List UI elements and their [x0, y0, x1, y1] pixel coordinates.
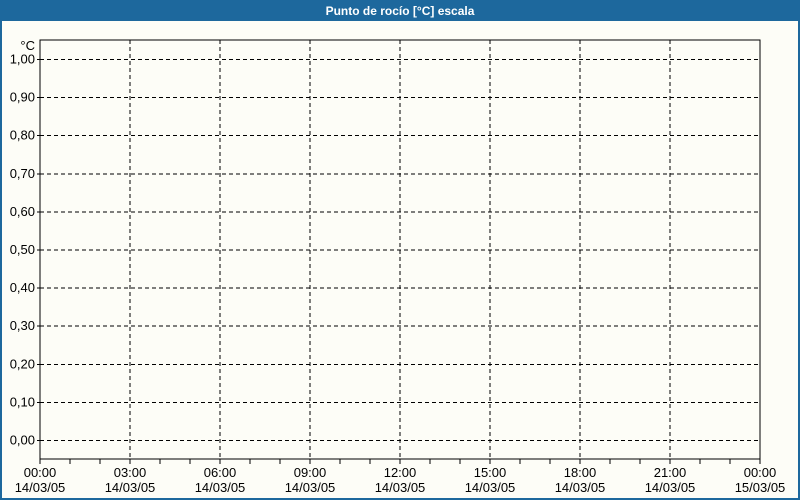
title-bar: Punto de rocío [°C] escala: [0, 0, 800, 21]
y-axis-tick-label: 0,90: [10, 90, 35, 105]
y-axis-tick-label: 0,10: [10, 394, 35, 409]
y-axis-tick-label: 0,30: [10, 318, 35, 333]
plot-border: [39, 39, 761, 460]
y-axis-tick-label: 0,00: [10, 433, 35, 448]
chart-title: Punto de rocío [°C] escala: [325, 3, 475, 18]
y-axis-tick-label: 0,80: [10, 128, 35, 143]
x-axis-time-label: 12:00: [384, 465, 417, 480]
y-axis-tick-label: 0,20: [10, 356, 35, 371]
y-axis-tick-label: 0,60: [10, 204, 35, 219]
x-axis-time-label: 21:00: [654, 465, 687, 480]
x-axis-date-label: 14/03/05: [105, 480, 156, 495]
x-axis-time-label: 18:00: [564, 465, 597, 480]
y-axis-tick-label: 1,00: [10, 52, 35, 67]
x-axis-time-label: 09:00: [294, 465, 327, 480]
x-axis-time-label: 03:00: [114, 465, 147, 480]
x-axis-date-label: 14/03/05: [555, 480, 606, 495]
x-axis-date-label: 15/03/05: [735, 480, 786, 495]
y-axis-tick-label: 0,70: [10, 166, 35, 181]
y-axis-unit-label: °C: [20, 38, 35, 53]
x-axis-time-label: 00:00: [744, 465, 777, 480]
x-axis-date-label: 14/03/05: [645, 480, 696, 495]
x-axis-date-label: 14/03/05: [15, 480, 66, 495]
y-axis-tick-label: 0,50: [10, 242, 35, 257]
x-axis-date-label: 14/03/05: [195, 480, 246, 495]
x-axis-time-label: 15:00: [474, 465, 507, 480]
x-axis-date-label: 14/03/05: [465, 480, 516, 495]
x-axis-time-label: 06:00: [204, 465, 237, 480]
x-axis-date-label: 14/03/05: [375, 480, 426, 495]
y-axis-tick-label: 0,40: [10, 280, 35, 295]
x-axis-time-label: 00:00: [24, 465, 57, 480]
x-axis-date-label: 14/03/05: [285, 480, 336, 495]
